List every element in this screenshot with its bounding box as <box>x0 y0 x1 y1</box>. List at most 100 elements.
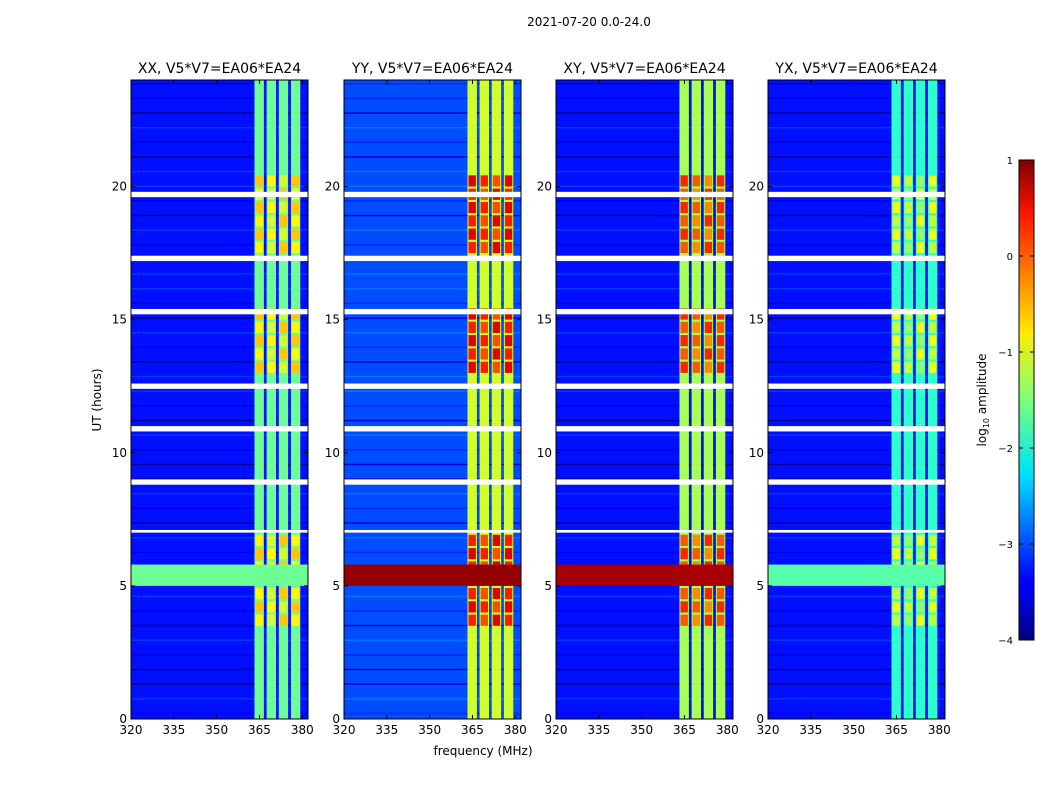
rfi-block <box>680 335 688 347</box>
rfi-block <box>468 348 476 360</box>
rfi-block <box>291 348 300 360</box>
rfi-block <box>680 228 688 240</box>
rfi-block <box>480 215 489 227</box>
y-tick-label: 0 <box>756 712 764 726</box>
heatmap-cells <box>768 80 945 719</box>
heatmap-row <box>344 244 521 246</box>
rfi-block <box>255 361 263 373</box>
colorbar-tick-label: 1 <box>1007 156 1013 167</box>
rfi-block <box>255 601 263 613</box>
flagged-row <box>131 383 308 389</box>
heatmap-row <box>556 668 733 671</box>
rfi-block <box>928 588 937 600</box>
rfi-block <box>716 348 725 360</box>
flagged-row <box>556 383 733 389</box>
rfi-block <box>916 534 925 546</box>
heatmap-row <box>556 493 733 495</box>
flagged-row <box>131 479 308 485</box>
rfi-block <box>291 321 300 333</box>
rfi-block <box>255 215 263 227</box>
rfi-block <box>704 614 713 626</box>
rfi-block <box>892 228 900 240</box>
rfi-block <box>892 614 900 626</box>
heatmap-row <box>768 683 945 685</box>
rfi-block <box>916 588 925 600</box>
colorbar-tick-label: 0 <box>1007 252 1013 263</box>
flagged-row <box>344 479 521 485</box>
heatmap-row <box>344 200 521 202</box>
flagged-row <box>131 529 308 533</box>
rfi-block <box>291 601 300 613</box>
rfi-block <box>267 175 276 187</box>
x-tick-label: 350 <box>630 723 653 737</box>
rfi-block <box>255 614 263 626</box>
rfi-block <box>680 321 688 333</box>
rfi-block <box>916 241 925 254</box>
rfi-block <box>267 548 276 560</box>
colorbar: log10 amplitude 1 0 −1 −2 −3 −4 <box>975 156 1035 647</box>
rfi-block <box>279 548 288 560</box>
rfi-block <box>692 215 701 227</box>
rfi-block <box>680 548 688 560</box>
heatmap-row <box>131 229 308 231</box>
rfi-block <box>680 241 688 254</box>
rfi-block <box>692 588 701 600</box>
rfi-block <box>267 228 276 240</box>
heatmap-row <box>131 683 308 685</box>
heatmap-row <box>768 361 945 363</box>
rfi-block <box>928 601 937 613</box>
colorbar-tick-label: −3 <box>998 540 1013 551</box>
heatmap-row <box>344 302 521 305</box>
rfi-block <box>704 548 713 560</box>
heatmap-row <box>768 624 945 627</box>
x-tick-label: 365 <box>461 723 484 737</box>
rfi-block <box>916 361 925 373</box>
rfi-channel <box>254 80 264 719</box>
heatmap-row <box>131 126 308 129</box>
rfi-block <box>892 321 900 333</box>
rfi-block <box>692 548 701 560</box>
heatmap-row <box>768 449 945 451</box>
heatmap-row <box>344 126 521 129</box>
y-tick-label: 15 <box>112 313 127 327</box>
heatmap-row <box>131 170 308 173</box>
heatmap-row <box>131 361 308 363</box>
heatmap-row <box>131 185 308 187</box>
rfi-block <box>492 228 501 240</box>
rfi-block <box>680 215 688 227</box>
rfi-block <box>468 201 476 214</box>
rfi-channel <box>891 80 901 719</box>
rfi-block <box>716 175 725 187</box>
rfi-block <box>267 241 276 254</box>
colorbar-gradient <box>1018 159 1035 641</box>
x-tick-label: 380 <box>291 723 314 737</box>
axes-frame <box>130 79 309 720</box>
heatmap-row <box>768 493 945 495</box>
rfi-block <box>480 321 489 333</box>
rfi-block <box>267 348 276 360</box>
heatmap-row <box>344 185 521 187</box>
colorbar-label: log10 amplitude <box>975 354 991 447</box>
heatmap-row <box>768 610 945 612</box>
x-tick-label: 320 <box>545 723 568 737</box>
rfi-block <box>255 548 263 560</box>
rfi-channel <box>467 80 477 719</box>
rfi-block <box>716 361 725 373</box>
rfi-block <box>279 321 288 333</box>
rfi-block <box>716 215 725 227</box>
y-tick-label: 20 <box>749 180 764 194</box>
rfi-block <box>904 335 913 347</box>
heatmap-row <box>131 244 308 246</box>
rfi-block <box>255 588 263 600</box>
flagged-row <box>344 529 521 533</box>
rfi-block <box>680 601 688 613</box>
rfi-block <box>480 228 489 240</box>
x-tick-label: 350 <box>418 723 441 737</box>
rfi-block <box>704 335 713 347</box>
heatmap-row <box>131 698 308 700</box>
heatmap-row <box>344 698 521 700</box>
rfi-block <box>892 361 900 373</box>
rfi-block <box>680 588 688 600</box>
rfi-block <box>291 534 300 546</box>
